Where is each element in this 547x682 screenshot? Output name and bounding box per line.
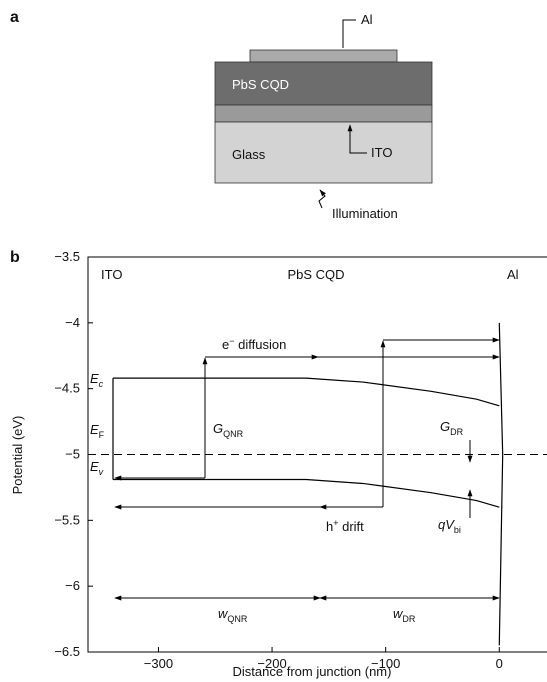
annotation: wQNR <box>218 606 248 624</box>
annotation: Ev <box>90 459 104 477</box>
annotation: h+ drift <box>326 518 364 534</box>
annotation: GDR <box>440 419 464 437</box>
band-line <box>498 322 504 646</box>
annotation: GQNR <box>213 421 244 439</box>
leader <box>347 124 367 154</box>
y-tick-label: −4 <box>65 315 80 330</box>
y-tick-label: −3.5 <box>54 249 80 264</box>
y-tick-label: −5.5 <box>54 512 80 527</box>
annotation: EF <box>90 422 105 440</box>
panel-a: a PbS CQD Glass Al ITO Illumination <box>10 9 433 221</box>
x-tick-label: −200 <box>257 656 286 671</box>
label: ITO <box>371 145 392 160</box>
x-tick-label: 0 <box>496 656 503 671</box>
glass-layer <box>214 121 433 184</box>
layer-label: Glass <box>232 147 266 162</box>
ito-layer <box>214 104 433 123</box>
band-line <box>112 377 500 407</box>
y-tick-label: −6 <box>65 578 80 593</box>
leader <box>342 19 356 48</box>
x-tick-label: −300 <box>144 656 173 671</box>
y-tick-label: −4.5 <box>54 381 80 396</box>
panel-label: b <box>10 249 20 266</box>
panel-label: a <box>10 9 19 26</box>
pbs-layer <box>214 61 433 106</box>
y-tick-label: −5 <box>65 447 80 462</box>
x-axis-label: Distance from junction (nm) <box>233 664 392 679</box>
label: Al <box>361 12 373 27</box>
al-layer <box>249 49 398 63</box>
layer-label: PbS CQD <box>232 77 289 92</box>
x-tick-label: −100 <box>371 656 400 671</box>
region-label: PbS CQD <box>287 267 344 282</box>
region-label: ITO <box>101 267 122 282</box>
annotation: qVbi <box>438 517 461 535</box>
panel-b: b Distance from junction (nm) Potential … <box>10 249 547 679</box>
y-axis-label: Potential (eV) <box>10 416 25 495</box>
illumination-arrow <box>318 189 326 209</box>
annotation: e− diffusion <box>222 336 286 352</box>
annotation: Ec <box>90 371 104 389</box>
y-tick-label: −6.5 <box>54 644 80 659</box>
region-label: Al <box>507 267 519 282</box>
band-line <box>112 478 500 508</box>
label: Illumination <box>332 206 398 221</box>
annotation: wDR <box>393 606 416 624</box>
